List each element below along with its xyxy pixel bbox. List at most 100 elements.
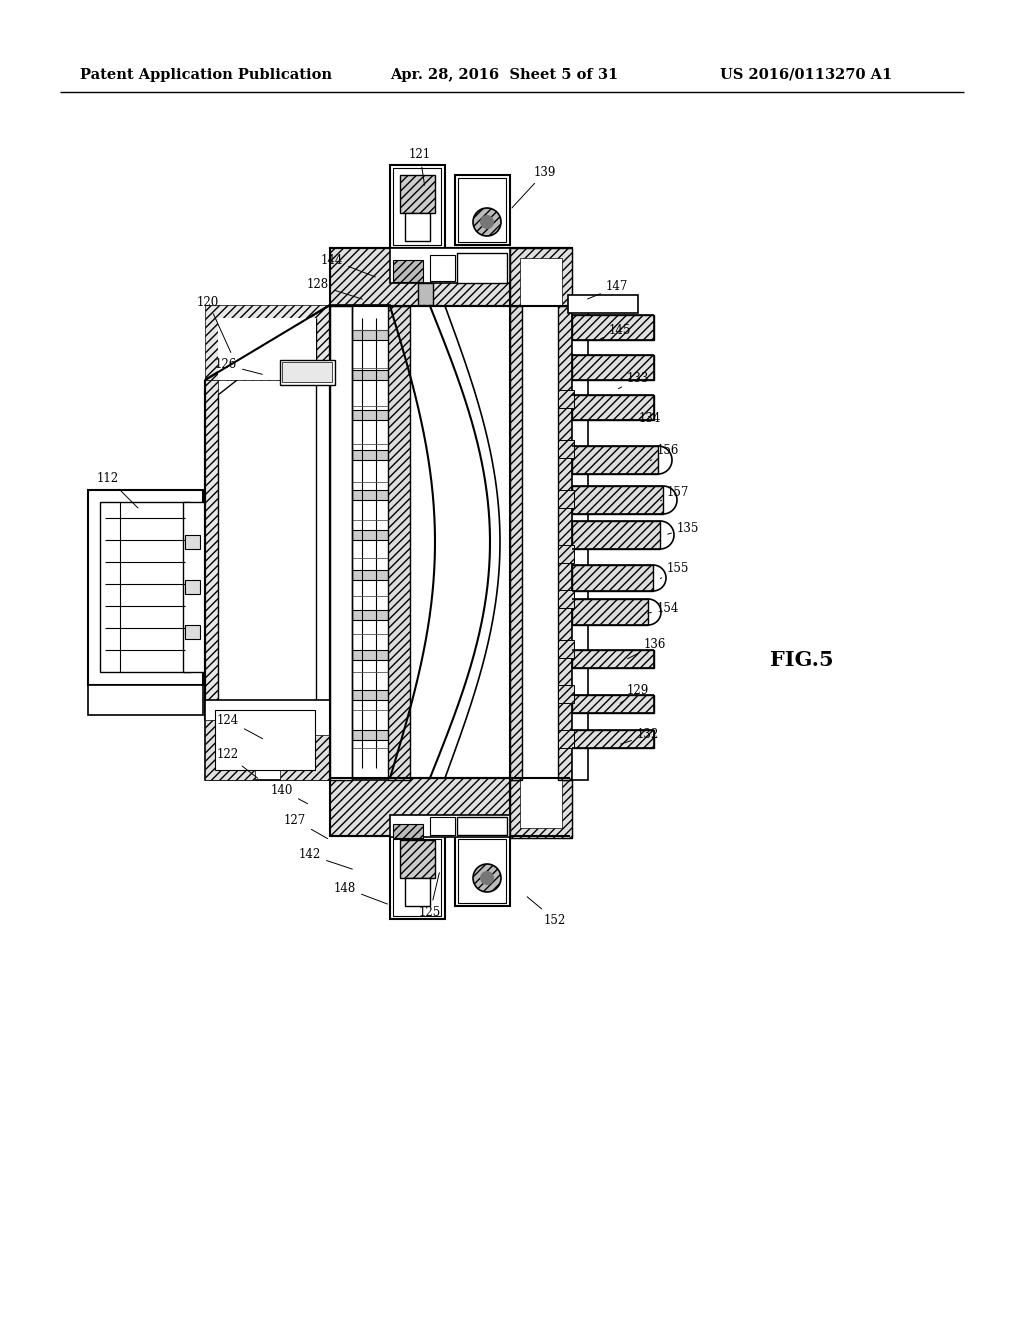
Bar [185, 579, 200, 594]
Bar [572, 395, 654, 420]
Bar [330, 777, 570, 836]
Bar [458, 840, 506, 903]
Bar [460, 256, 504, 279]
Bar [572, 696, 654, 713]
Bar [458, 178, 506, 242]
Text: 156: 156 [650, 444, 679, 461]
Bar [572, 355, 654, 380]
Bar [510, 306, 522, 780]
Bar [218, 318, 316, 380]
Text: 121: 121 [409, 149, 431, 185]
Bar [330, 730, 390, 741]
Bar [558, 545, 574, 564]
Text: 120: 120 [197, 296, 230, 352]
Bar [510, 780, 572, 838]
Bar [388, 306, 410, 780]
Bar [510, 248, 572, 838]
Bar [558, 730, 574, 748]
Bar [572, 486, 663, 513]
Text: 147: 147 [588, 281, 628, 298]
Bar [455, 836, 510, 906]
Bar [572, 446, 658, 474]
Text: 157: 157 [660, 486, 689, 500]
Text: FIG.5: FIG.5 [770, 649, 834, 671]
Bar [205, 705, 330, 780]
Bar [205, 380, 218, 705]
Bar [390, 814, 510, 837]
Bar [330, 305, 390, 780]
Text: 128: 128 [307, 279, 362, 300]
Bar [390, 165, 445, 248]
Bar [400, 840, 435, 878]
Bar [558, 685, 574, 704]
Bar [205, 305, 330, 380]
Bar [455, 836, 510, 906]
Bar [330, 490, 390, 500]
Bar [393, 260, 423, 282]
Bar [330, 330, 390, 341]
Bar [400, 176, 435, 213]
Text: 125: 125 [419, 873, 441, 919]
Text: Apr. 28, 2016  Sheet 5 of 31: Apr. 28, 2016 Sheet 5 of 31 [390, 69, 618, 82]
Bar [406, 878, 430, 906]
Text: 144: 144 [321, 253, 376, 277]
Bar [390, 165, 445, 248]
Bar [457, 253, 507, 282]
Text: 155: 155 [660, 561, 689, 578]
Circle shape [480, 871, 494, 884]
Bar [330, 610, 390, 620]
Text: 133: 133 [618, 371, 649, 388]
Bar [330, 531, 390, 540]
Bar [572, 730, 654, 748]
Bar [88, 685, 203, 715]
Text: 154: 154 [648, 602, 679, 615]
Bar [215, 710, 315, 770]
Bar [572, 599, 648, 624]
Bar [330, 690, 390, 700]
Bar [330, 411, 390, 420]
Text: 142: 142 [299, 849, 352, 869]
Bar [572, 521, 660, 549]
Bar [88, 490, 203, 685]
Bar [100, 502, 190, 672]
Bar [568, 294, 638, 313]
Text: 124: 124 [217, 714, 262, 739]
Circle shape [473, 209, 501, 236]
Bar [390, 248, 510, 282]
Bar [185, 535, 200, 549]
Bar [558, 640, 574, 657]
Bar [570, 297, 636, 312]
Bar [406, 213, 430, 242]
Text: 112: 112 [97, 471, 138, 508]
Bar [558, 306, 572, 780]
Text: 145: 145 [600, 323, 631, 339]
Bar [572, 306, 588, 780]
Bar [572, 315, 654, 341]
Bar [183, 502, 205, 672]
Text: 140: 140 [270, 784, 307, 804]
Bar [572, 565, 653, 591]
Bar [393, 168, 441, 246]
Bar [558, 440, 574, 458]
Bar [418, 282, 433, 305]
Bar [330, 570, 390, 579]
Text: 132: 132 [621, 729, 659, 744]
Bar [572, 649, 654, 668]
Bar [390, 836, 445, 919]
Bar [558, 389, 574, 408]
Bar [520, 257, 562, 828]
Bar [205, 719, 255, 780]
Bar [393, 840, 441, 916]
Text: 122: 122 [217, 748, 258, 779]
Bar [457, 817, 507, 836]
Text: 152: 152 [527, 896, 566, 927]
Text: 136: 136 [628, 639, 667, 659]
Bar [330, 370, 390, 380]
Bar [330, 248, 570, 306]
Bar [218, 708, 316, 764]
Bar [282, 362, 332, 381]
Bar [558, 590, 574, 609]
Text: 126: 126 [215, 359, 262, 375]
Text: US 2016/0113270 A1: US 2016/0113270 A1 [720, 69, 892, 82]
Bar [185, 624, 200, 639]
